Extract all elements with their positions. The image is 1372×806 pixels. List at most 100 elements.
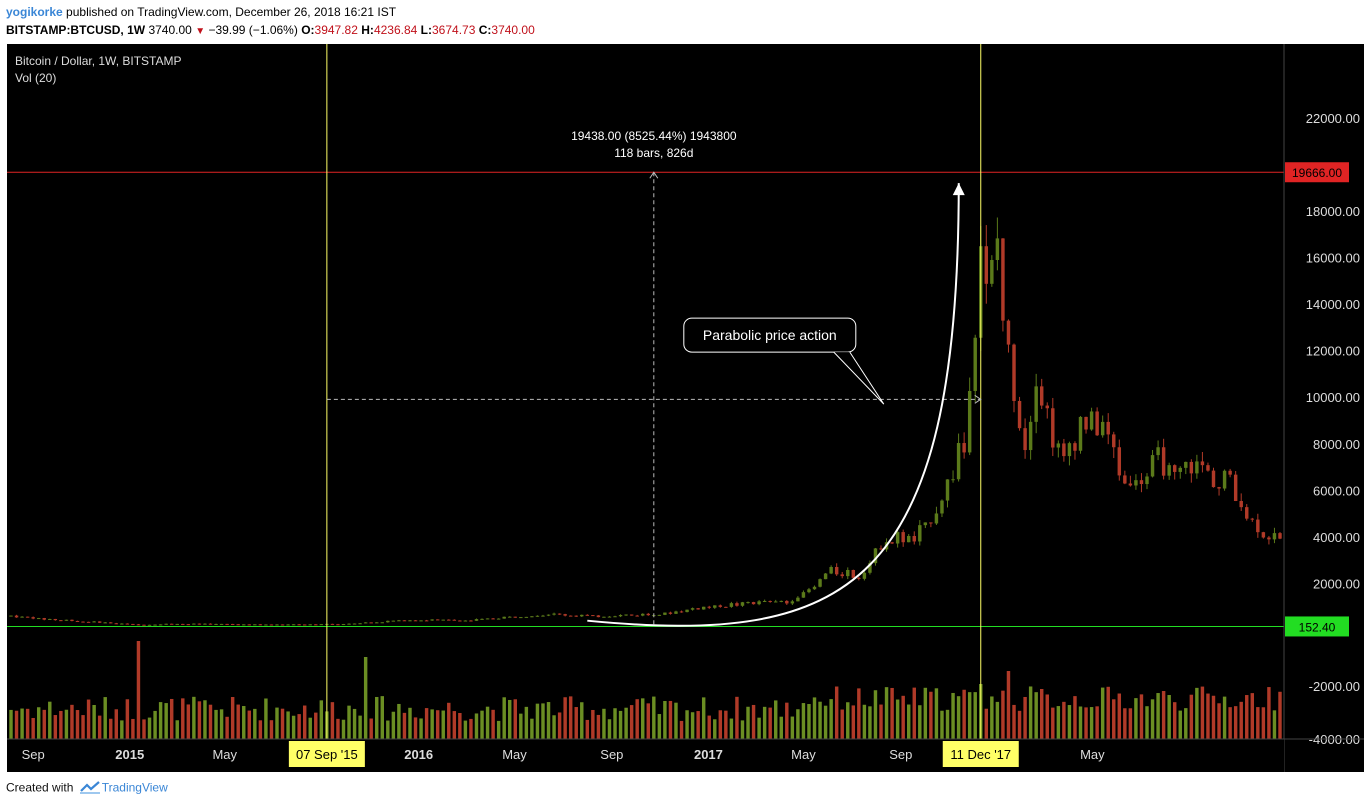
volume-bar	[895, 699, 900, 739]
candle-body	[347, 623, 351, 625]
volume-bar	[36, 707, 41, 739]
volume-bar	[785, 702, 789, 739]
candle-body	[1062, 443, 1066, 457]
date-marker-label: 11 Dec '17	[950, 747, 1011, 762]
volume-bar	[879, 704, 883, 739]
candle-body	[391, 620, 396, 622]
volume-bar	[668, 700, 673, 739]
candle-body	[1233, 474, 1238, 501]
volume-bar	[236, 704, 240, 739]
candle-body	[707, 606, 711, 608]
candle-body	[718, 605, 723, 607]
volume-bar	[1233, 706, 1238, 739]
tradingview-brand-link[interactable]: TradingView	[101, 780, 168, 795]
candle-body	[1006, 320, 1011, 345]
volume-bar	[253, 708, 257, 739]
candle-body	[203, 623, 207, 625]
volume-bar	[31, 717, 35, 739]
candle-body	[109, 622, 113, 624]
volume-bar	[873, 690, 878, 739]
candle-body	[1017, 400, 1022, 429]
volume-bar	[729, 718, 734, 739]
volume-bar	[1045, 694, 1049, 739]
candle-body	[1217, 487, 1221, 489]
date-marker-tag	[288, 741, 365, 767]
candle-body	[1250, 518, 1255, 520]
candle-body	[613, 616, 617, 618]
candle-body	[363, 622, 368, 624]
time-tick-label: May	[212, 747, 237, 762]
candle-body	[713, 605, 717, 608]
candle-body	[967, 390, 972, 453]
volume-bar	[1139, 694, 1144, 739]
volume-bar	[286, 711, 290, 739]
candle-body	[740, 602, 745, 606]
author-link[interactable]: yogikorke	[6, 5, 63, 19]
volume-bar	[563, 697, 567, 739]
candle-body	[330, 623, 335, 625]
time-tick-label: May	[791, 747, 816, 762]
volume-bar	[208, 704, 213, 739]
volume-bar	[541, 703, 545, 739]
candle-body	[873, 548, 878, 564]
volume-bar	[1161, 691, 1166, 739]
volume-bar	[1145, 706, 1149, 739]
candle-body	[635, 615, 639, 617]
volume-bar	[1250, 693, 1255, 739]
candle-body	[762, 600, 767, 602]
price-chart[interactable]: 19438.00 (8525.44%) 1943800 118 bars, 826…	[7, 44, 1364, 772]
candle-body	[1167, 465, 1171, 476]
last-price: 3740.00	[148, 23, 192, 37]
candle-body	[175, 623, 179, 625]
volume-bar	[1128, 708, 1133, 739]
candle-body	[1178, 467, 1182, 472]
volume-bar	[197, 701, 202, 739]
candle-body	[1228, 470, 1232, 475]
price-tick-label: 18000.00	[1306, 204, 1360, 219]
volume-bar	[995, 701, 1000, 739]
candle-body	[1084, 416, 1088, 430]
volume-bar	[1034, 692, 1038, 739]
volume-bar	[447, 702, 451, 739]
volume-bar	[297, 714, 301, 739]
candle-body	[1045, 405, 1049, 409]
volume-bar	[1106, 686, 1110, 739]
volume-bar	[768, 707, 772, 739]
volume-bar	[419, 718, 423, 739]
candle-body	[430, 619, 434, 621]
volume-bar	[1245, 695, 1249, 739]
volume-bar	[718, 710, 723, 739]
volume-bar	[585, 719, 590, 739]
candle-body	[1095, 411, 1099, 436]
candle-body	[463, 620, 468, 622]
volume-bar	[264, 698, 268, 739]
candle-body	[142, 624, 146, 626]
volume-bar	[175, 720, 179, 739]
candle-body	[59, 620, 63, 622]
volume-bar	[568, 696, 573, 739]
volume-bar	[225, 716, 229, 739]
volume-bar	[242, 706, 246, 739]
candle-body	[275, 624, 279, 626]
volume-bar	[485, 706, 490, 739]
volume-tick-label: -2000.00	[1309, 679, 1360, 694]
volume-bar	[42, 709, 46, 739]
volume-bar	[20, 708, 24, 739]
price-tick-label: 4000.00	[1313, 530, 1360, 545]
volume-bar	[397, 703, 401, 739]
volume-bar	[724, 710, 728, 739]
candle-body	[1272, 533, 1277, 540]
candle-body	[469, 620, 473, 622]
candle-body	[857, 577, 861, 579]
volume-bar	[713, 719, 717, 739]
volume-bar	[829, 699, 833, 739]
candle-body	[629, 614, 634, 616]
volume-bar	[967, 692, 972, 739]
candle-body	[1056, 443, 1061, 448]
volume-bar	[519, 713, 523, 739]
candle-body	[114, 623, 119, 625]
volume-bar	[607, 719, 612, 739]
volume-bar	[1051, 707, 1055, 739]
candlestick-series	[9, 217, 1282, 626]
volume-bar	[64, 709, 69, 739]
